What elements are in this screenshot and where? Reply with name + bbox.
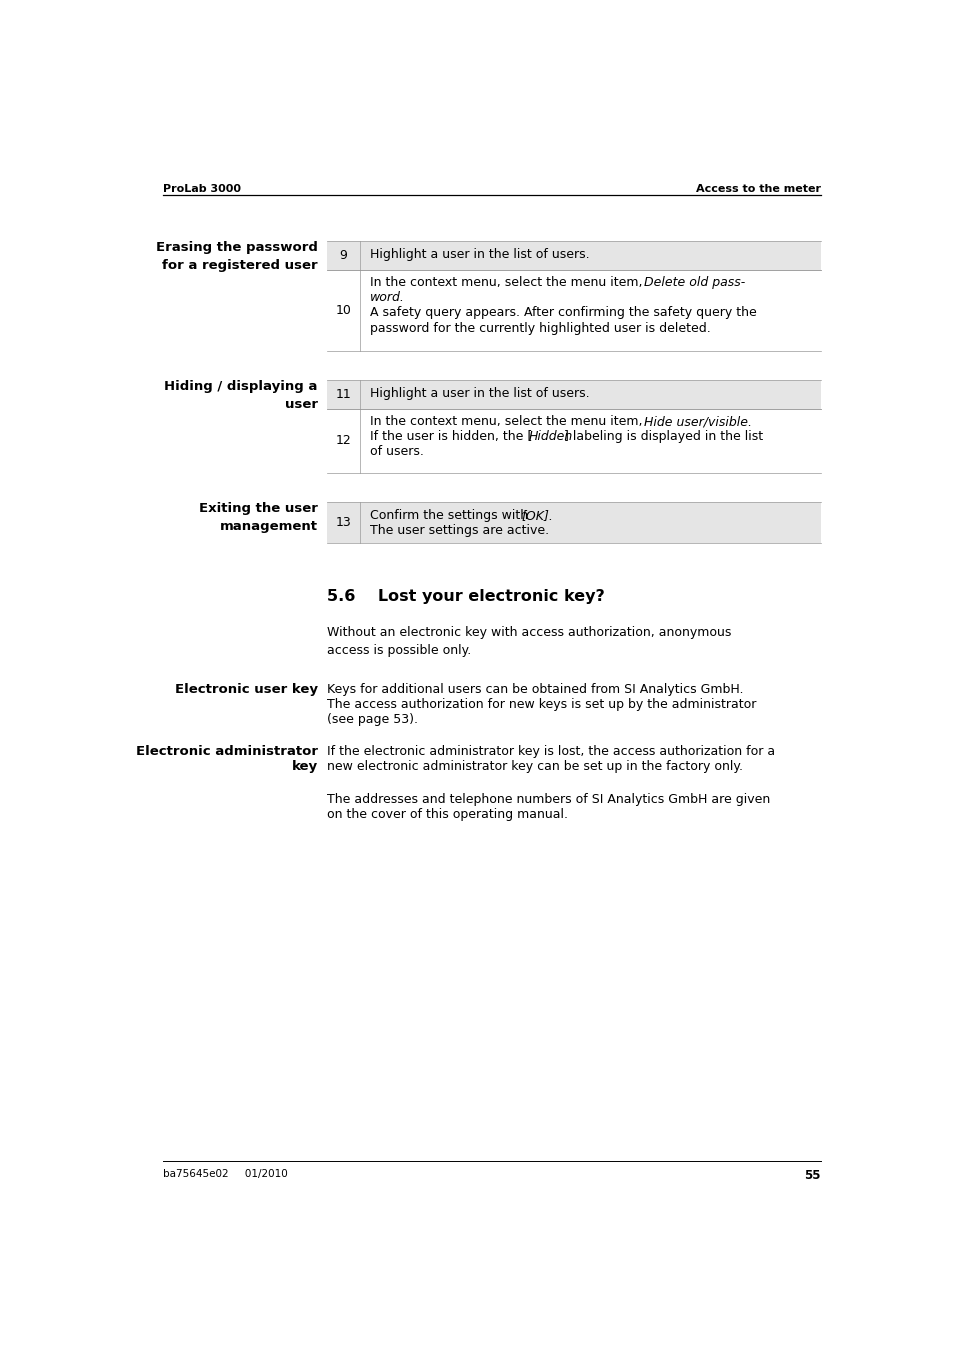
Text: 55: 55 xyxy=(803,1169,820,1182)
Text: Exiting the user
management: Exiting the user management xyxy=(198,503,317,534)
Text: Electronic user key: Electronic user key xyxy=(174,682,317,696)
Bar xyxy=(327,242,820,270)
Text: of users.: of users. xyxy=(370,446,424,458)
Text: Hiding / displaying a
user: Hiding / displaying a user xyxy=(164,381,317,412)
Text: The access authorization for new keys is set up by the administrator: The access authorization for new keys is… xyxy=(327,697,756,711)
Text: Hidden: Hidden xyxy=(528,431,573,443)
Text: Keys for additional users can be obtained from SI Analytics GmbH.: Keys for additional users can be obtaine… xyxy=(327,682,742,696)
Text: password for the currently highlighted user is deleted.: password for the currently highlighted u… xyxy=(370,322,710,335)
Text: Electronic administrator: Electronic administrator xyxy=(135,744,317,758)
Bar xyxy=(327,381,820,408)
Text: A safety query appears. After confirming the safety query the: A safety query appears. After confirming… xyxy=(370,307,757,319)
Bar xyxy=(327,503,820,543)
Text: 11: 11 xyxy=(335,388,351,401)
Text: Highlight a user in the list of users.: Highlight a user in the list of users. xyxy=(370,249,589,261)
Text: 9: 9 xyxy=(339,249,347,262)
Text: Delete old pass-: Delete old pass- xyxy=(643,277,745,289)
Text: Hide user/visible.: Hide user/visible. xyxy=(643,416,752,428)
Text: Erasing the password
for a registered user: Erasing the password for a registered us… xyxy=(155,242,317,273)
Text: Confirm the settings with: Confirm the settings with xyxy=(370,509,532,523)
Text: If the electronic administrator key is lost, the access authorization for a: If the electronic administrator key is l… xyxy=(327,744,774,758)
Text: Access to the meter: Access to the meter xyxy=(695,185,820,195)
Text: new electronic administrator key can be set up in the factory only.: new electronic administrator key can be … xyxy=(327,761,742,773)
Text: [OK].: [OK]. xyxy=(521,509,553,523)
Text: on the cover of this operating manual.: on the cover of this operating manual. xyxy=(327,808,567,821)
Text: ProLab 3000: ProLab 3000 xyxy=(162,185,240,195)
Text: word.: word. xyxy=(370,292,405,304)
Text: 13: 13 xyxy=(335,516,351,530)
Text: Without an electronic key with access authorization, anonymous
access is possibl: Without an electronic key with access au… xyxy=(327,627,731,658)
Text: In the context menu, select the menu item,: In the context menu, select the menu ite… xyxy=(370,416,646,428)
Text: (see page 53).: (see page 53). xyxy=(327,713,417,725)
Text: The user settings are active.: The user settings are active. xyxy=(370,524,549,538)
Text: 5.6    Lost your electronic key?: 5.6 Lost your electronic key? xyxy=(327,589,604,604)
Text: ba75645e02     01/2010: ba75645e02 01/2010 xyxy=(162,1169,287,1178)
Text: ] labeling is displayed in the list: ] labeling is displayed in the list xyxy=(563,431,762,443)
Text: Highlight a user in the list of users.: Highlight a user in the list of users. xyxy=(370,388,589,400)
Text: If the user is hidden, the [: If the user is hidden, the [ xyxy=(370,431,532,443)
Text: In the context menu, select the menu item,: In the context menu, select the menu ite… xyxy=(370,277,646,289)
Text: 10: 10 xyxy=(335,304,351,317)
Text: 12: 12 xyxy=(335,435,351,447)
Text: key: key xyxy=(292,761,317,773)
Text: The addresses and telephone numbers of SI Analytics GmbH are given: The addresses and telephone numbers of S… xyxy=(327,793,769,805)
